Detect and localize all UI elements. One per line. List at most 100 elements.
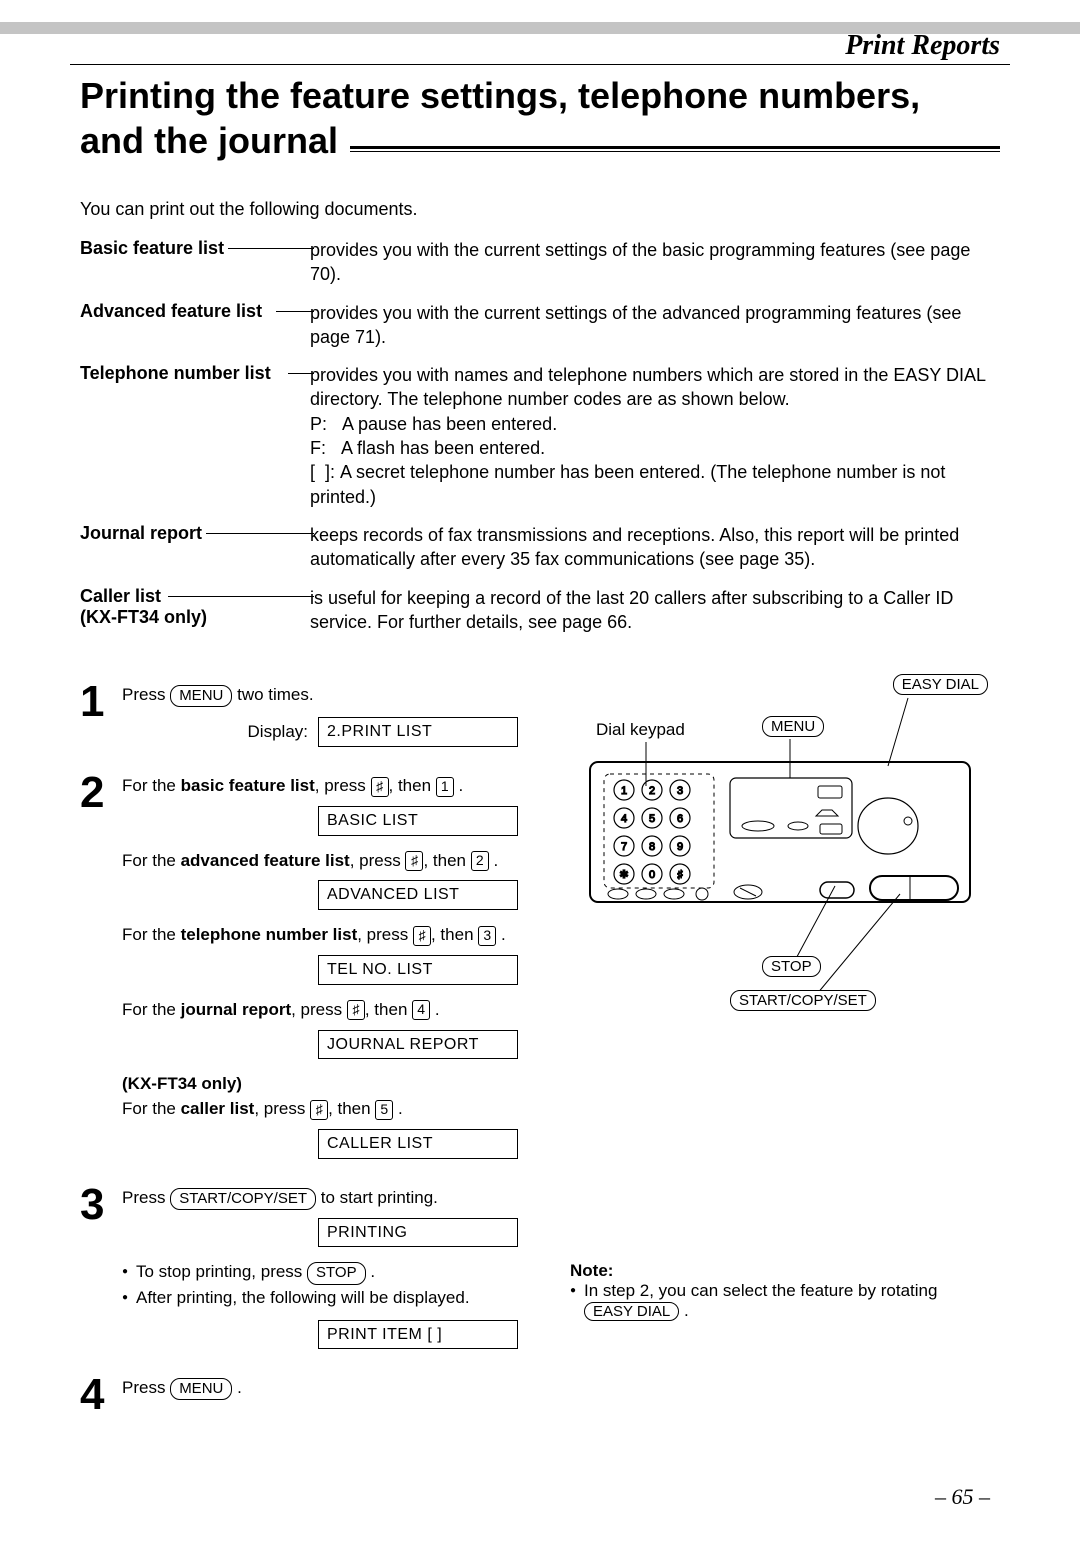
definitions-block: Basic feature list provides you with the… [80,238,1000,634]
s2-a4: For the [122,1000,181,1019]
display-caller-list: CALLER LIST [318,1129,518,1159]
def-telno-f: A flash has been entered. [341,438,545,458]
stop-button[interactable]: STOP [307,1262,366,1284]
s2-then-2: , then [423,851,470,870]
steps-column: 1 Press MENU two times. Display: 2.PRINT… [80,676,570,1415]
s2-b: , press [315,776,371,795]
key-4[interactable]: 4 [412,1000,430,1020]
menu-button-2[interactable]: MENU [170,1378,232,1400]
hash-key-4[interactable]: ♯ [347,1000,365,1020]
s2-b2: , press [350,851,406,870]
svg-text:8: 8 [649,841,655,853]
svg-text:6: 6 [677,813,683,825]
step1-text-a: Press [122,685,170,704]
stop-callout: STOP [762,956,821,977]
def-telno: Telephone number list provides you with … [80,363,1000,509]
s2-kxft: (KX-FT34 only) [122,1074,242,1093]
def-telno-bracket: A secret telephone number has been enter… [310,462,945,506]
svg-text:9: 9 [677,841,683,853]
connector-line [206,533,314,534]
step-num-1: 1 [80,682,122,753]
key-2[interactable]: 2 [471,851,489,871]
start-button[interactable]: START/COPY/SET [170,1188,316,1210]
display-journal-report: JOURNAL REPORT [318,1030,518,1060]
svg-text:2: 2 [649,785,655,797]
s4-a: Press [122,1378,170,1397]
def-journal-label: Journal report [80,523,202,543]
note-bullet: In step 2, you can select the feature by… [570,1281,1000,1321]
note-title: Note: [570,1261,1000,1281]
hash-key-2[interactable]: ♯ [405,851,423,871]
s2-then-4: , then [365,1000,412,1019]
svg-text:3: 3 [677,785,683,797]
display-print-list: 2.PRINT LIST [318,717,518,747]
rule-under-section-title [70,64,1010,65]
s2-then-1: , then [389,776,436,795]
def-caller: Caller list (KX-FT34 only) is useful for… [80,586,1000,635]
svg-text:1: 1 [621,785,627,797]
def-advanced: Advanced feature list provides you with … [80,301,1000,350]
menu-button[interactable]: MENU [170,685,232,707]
def-caller-text: is useful for keeping a record of the la… [310,586,1000,635]
device-diagram: EASY DIAL Dial keypad MENU STOP START/CO… [570,676,1000,1415]
def-telno-p: A pause has been entered. [342,414,557,434]
connector-line [288,373,314,374]
step1-text-b: two times. [237,685,314,704]
s2-caller-bold: caller list [181,1099,255,1118]
start-callout: START/COPY/SET [730,990,876,1011]
step-3: 3 Press START/COPY/SET to start printing… [80,1185,570,1356]
title-line-1: Printing the feature settings, telephone… [80,73,1000,118]
hash-key-5[interactable]: ♯ [310,1100,328,1120]
step-num-2: 2 [80,773,122,1165]
display-printing: PRINTING [318,1218,518,1248]
menu-callout: MENU [762,716,824,737]
section-title: Print Reports [80,30,1000,62]
note-block: Note: In step 2, you can select the feat… [570,1261,1000,1321]
def-advanced-label: Advanced feature list [80,301,262,321]
easydial-callout: EASY DIAL [893,674,988,695]
def-basic-label: Basic feature list [80,238,224,258]
s2-a5: For the [122,1099,181,1118]
svg-text:0: 0 [649,869,655,881]
display-advanced-list: ADVANCED LIST [318,880,518,910]
display-basic-list: BASIC LIST [318,806,518,836]
connector-line [228,248,314,249]
easydial-button[interactable]: EASY DIAL [584,1302,679,1321]
title-line-2: and the journal [80,118,338,163]
step-4: 4 Press MENU . [80,1375,570,1415]
svg-text:5: 5 [649,813,655,825]
def-telno-label: Telephone number list [80,363,271,383]
s3-bullet2: After printing, the following will be di… [122,1287,570,1310]
s2-then-5: , then [328,1099,375,1118]
key-5[interactable]: 5 [375,1100,393,1120]
s2-basic-bold: basic feature list [181,776,315,795]
hash-key-3[interactable]: ♯ [413,926,431,946]
s2-adv-bold: advanced feature list [181,851,350,870]
def-basic-text: provides you with the current settings o… [310,238,1000,287]
def-telno-body: provides you with names and telephone nu… [310,363,1000,509]
def-telno-text: provides you with names and telephone nu… [310,365,985,409]
title-rule-double [350,146,1000,152]
display-print-item: PRINT ITEM [ ] [318,1320,518,1350]
def-caller-label: Caller list [80,586,161,606]
s3-a: Press [122,1188,170,1207]
s2-b3: , press [357,925,413,944]
svg-text:7: 7 [621,841,627,853]
s2-b5: , press [254,1099,310,1118]
key-1[interactable]: 1 [436,777,454,797]
s3-bullet1: To stop printing, press STOP . [122,1261,570,1284]
s2-a: For the [122,776,181,795]
def-advanced-text: provides you with the current settings o… [310,301,1000,350]
def-journal: Journal report keeps records of fax tran… [80,523,1000,572]
key-3[interactable]: 3 [478,926,496,946]
s2-then-3: , then [431,925,478,944]
connector-line [276,311,314,312]
hash-key[interactable]: ♯ [371,777,389,797]
svg-text:4: 4 [621,813,627,825]
step-1: 1 Press MENU two times. Display: 2.PRINT… [80,682,570,753]
display-label: Display: [122,721,318,744]
step-2: 2 For the basic feature list, press ♯, t… [80,773,570,1165]
s2-a2: For the [122,851,181,870]
step-num-4: 4 [80,1375,122,1415]
intro-text: You can print out the following document… [80,199,1000,220]
